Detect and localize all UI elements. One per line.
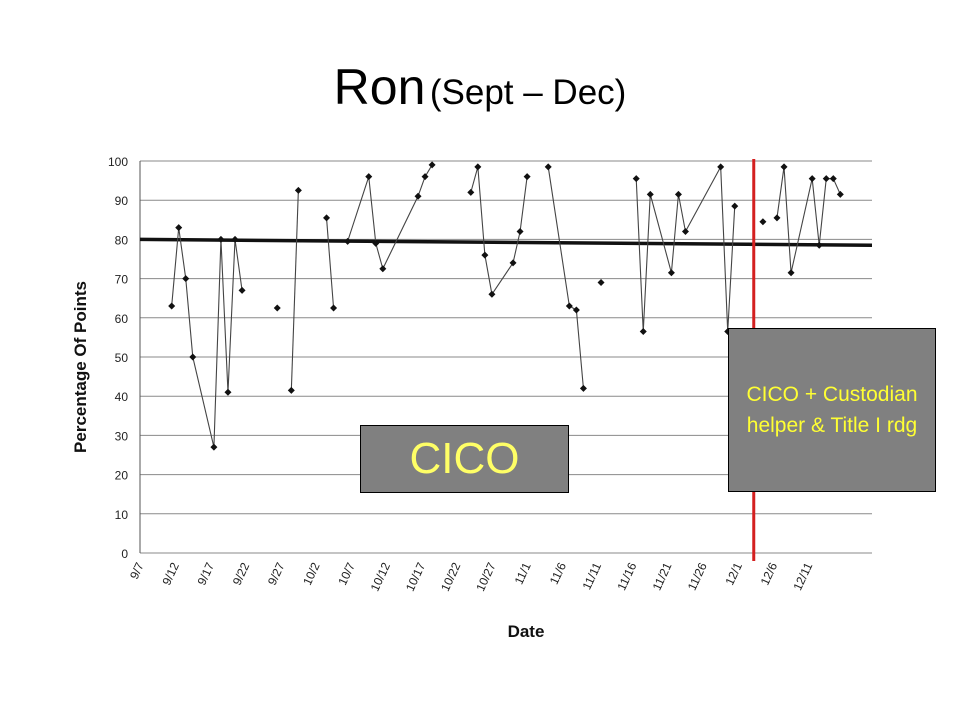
data-point (773, 214, 781, 222)
data-point (717, 163, 725, 171)
goal-line (139, 237, 872, 248)
y-tick-label: 80 (115, 233, 129, 247)
x-tick-label: 9/22 (230, 560, 253, 587)
x-tick-label: 12/6 (758, 560, 781, 587)
x-tick-label: 10/2 (300, 560, 323, 587)
callout-cico: CICO (360, 425, 569, 493)
data-point (414, 192, 422, 200)
data-point (565, 302, 573, 310)
data-point (780, 163, 788, 171)
data-point (829, 175, 837, 183)
x-tick-label: 11/6 (547, 560, 569, 587)
series-line (325, 217, 335, 309)
data-point (217, 235, 225, 243)
data-point (674, 190, 682, 198)
x-tick-label: 9/27 (265, 560, 288, 587)
y-tick-label: 40 (115, 390, 129, 404)
data-point (294, 186, 302, 194)
y-tick-label: 70 (115, 273, 129, 287)
data-point (597, 279, 605, 287)
data-point (421, 173, 429, 181)
data-point (572, 306, 580, 314)
data-point (787, 269, 795, 277)
y-tick-label: 100 (108, 155, 128, 169)
series-line (171, 227, 243, 448)
x-tick-label: 12/11 (790, 560, 815, 593)
data-point (481, 251, 489, 259)
data-point (467, 188, 475, 196)
series-line (347, 164, 433, 271)
x-tick-label: 11/26 (685, 560, 710, 593)
x-axis-label: Date (508, 622, 545, 641)
data-point (579, 384, 587, 392)
data-point (646, 190, 654, 198)
y-tick-label: 90 (115, 194, 129, 208)
data-point (224, 388, 232, 396)
data-point (273, 304, 281, 312)
x-tick-label: 10/27 (473, 560, 499, 593)
y-axis-label: Percentage Of Points (71, 281, 90, 453)
y-tick-labels: 0 10 20 30 40 50 60 70 80 90 100 (108, 155, 128, 561)
data-point (815, 241, 823, 249)
data-point (287, 386, 295, 394)
data-point (210, 443, 218, 451)
data-point (231, 235, 239, 243)
data-point (379, 265, 387, 273)
data-point (175, 224, 183, 232)
data-point (667, 269, 675, 277)
data-point (344, 237, 352, 245)
series-line (547, 166, 584, 389)
data-point (759, 218, 767, 226)
x-tick-label: 11/21 (650, 560, 675, 593)
y-tick-label: 30 (115, 429, 129, 443)
data-point (639, 328, 647, 336)
data-point (330, 304, 338, 312)
data-point (632, 175, 640, 183)
x-tick-label: 11/1 (512, 560, 534, 587)
y-tick-label: 10 (115, 508, 129, 522)
x-tick-label: 10/12 (368, 560, 394, 593)
x-tick-labels: 9/7 9/12 9/17 9/22 9/27 10/2 10/7 10/12 10/17 10/… (127, 560, 816, 593)
x-tick-label: 9/7 (127, 560, 147, 581)
data-point (474, 163, 482, 171)
y-tick-label: 60 (115, 312, 129, 326)
title-sub: (Sept – Dec) (429, 73, 627, 112)
data-point (182, 275, 190, 283)
series-line (290, 190, 299, 391)
series-line (776, 166, 841, 273)
data-point (428, 161, 436, 169)
x-tick-label: 9/17 (195, 560, 218, 587)
data-point (836, 190, 844, 198)
data-point (822, 175, 830, 183)
x-tick-label: 11/11 (580, 560, 605, 592)
x-tick-label: 10/22 (438, 560, 464, 593)
data-point (509, 259, 517, 267)
x-tick-label: 10/17 (403, 560, 429, 593)
slide-title: Ron (Sept – Dec) (0, 58, 960, 116)
gridlines (139, 160, 872, 554)
data-point (681, 228, 689, 236)
data-point (365, 173, 373, 181)
data-point (808, 175, 816, 183)
data-point (372, 239, 380, 247)
x-tick-label: 11/16 (614, 560, 639, 593)
data-point (168, 302, 176, 310)
data-point (731, 202, 739, 210)
y-tick-label: 20 (115, 469, 129, 483)
data-point (488, 290, 496, 298)
x-tick-label: 10/7 (335, 560, 358, 587)
data-point (544, 163, 552, 171)
x-tick-label: 9/12 (159, 560, 182, 587)
data-point (523, 173, 531, 181)
data-point (323, 214, 331, 222)
title-main: Ron (333, 59, 426, 115)
y-tick-label: 0 (121, 547, 128, 561)
data-point (238, 286, 246, 294)
y-tick-label: 50 (115, 351, 129, 365)
data-point (189, 353, 197, 361)
data-point (516, 228, 524, 236)
x-tick-label: 12/1 (722, 560, 745, 587)
callout-cico-plus: CICO + Custodian helper & Title I rdg (728, 328, 936, 492)
